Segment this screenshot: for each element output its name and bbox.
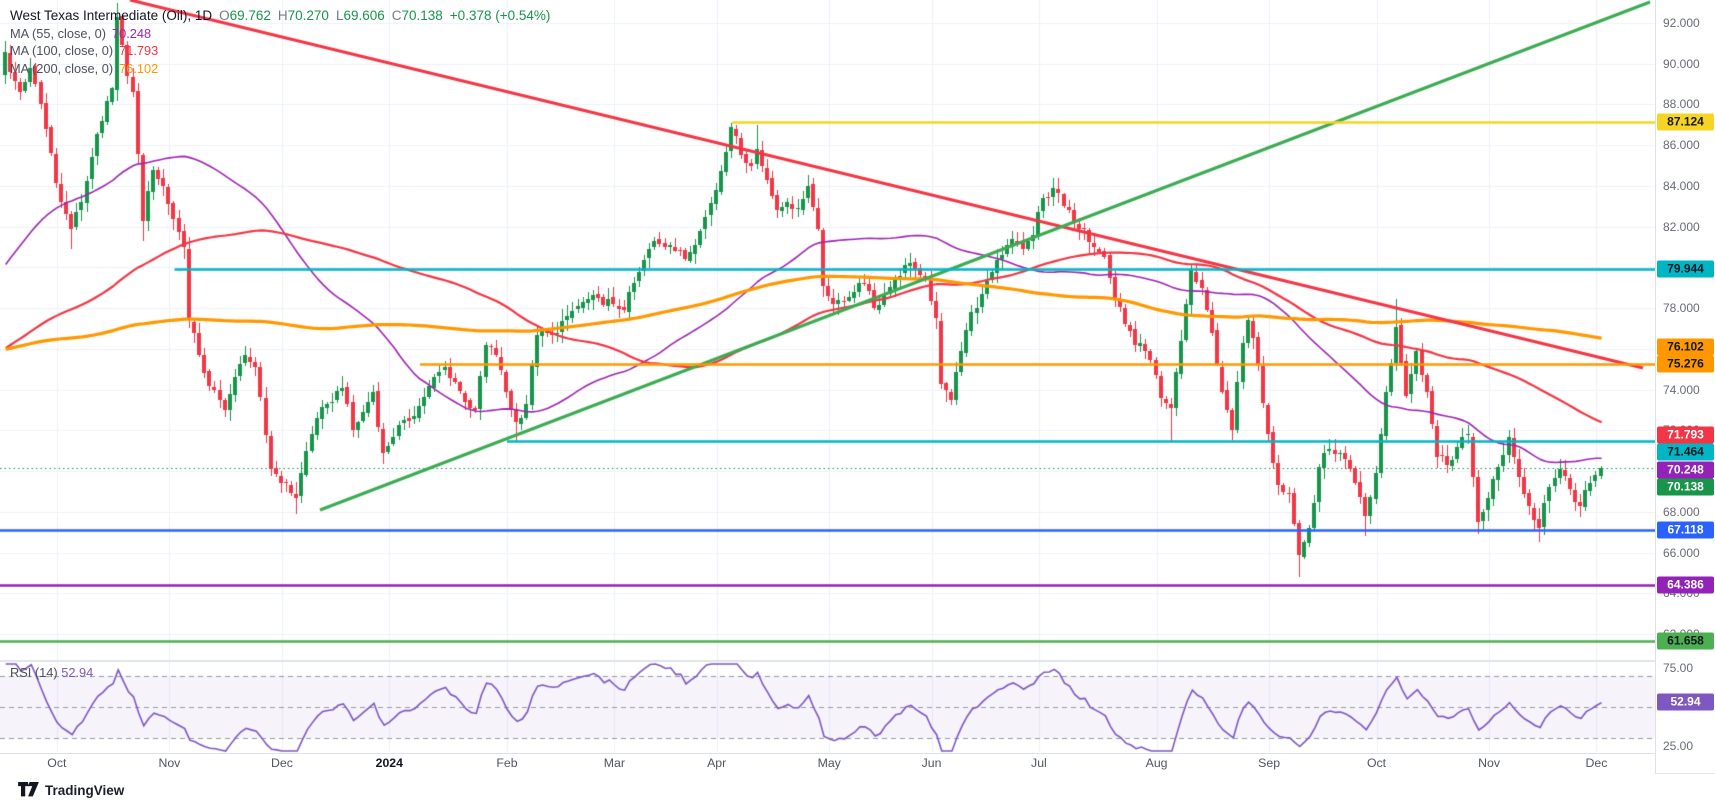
time-axis-label-2024: 2024 bbox=[375, 756, 403, 770]
price-axis-tick: 68.000 bbox=[1663, 504, 1700, 519]
time-axis-label-dec: Dec bbox=[270, 756, 293, 770]
price-axis-tick: 90.000 bbox=[1663, 56, 1700, 71]
price-axis-tick: 82.000 bbox=[1663, 219, 1700, 234]
price-chart-canvas[interactable] bbox=[0, 0, 1655, 753]
price-level-badge: 76.102 bbox=[1657, 338, 1714, 356]
time-axis-label-dec: Dec bbox=[1585, 756, 1608, 770]
price-axis-tick: 66.000 bbox=[1663, 545, 1700, 560]
time-axis-label-jul: Jul bbox=[1031, 756, 1047, 770]
time-axis-label-jun: Jun bbox=[921, 756, 942, 770]
time-axis-label-nov: Nov bbox=[1478, 756, 1500, 770]
tradingview-logo-icon bbox=[18, 782, 39, 798]
price-level-badge: 75.276 bbox=[1657, 355, 1714, 373]
price-axis[interactable]: 92.00090.00088.00086.00084.00082.00080.0… bbox=[1655, 0, 1715, 773]
price-level-badge: 71.464 bbox=[1657, 443, 1714, 461]
time-axis-label-nov: Nov bbox=[158, 756, 181, 770]
rsi-axis-tick: 25.00 bbox=[1663, 739, 1694, 753]
time-axis-label-feb: Feb bbox=[496, 756, 518, 770]
price-level-badge: 79.944 bbox=[1657, 260, 1714, 278]
price-axis-tick: 86.000 bbox=[1663, 138, 1700, 153]
price-axis-tick: 74.000 bbox=[1663, 382, 1700, 397]
price-level-badge: 70.138 bbox=[1657, 478, 1714, 496]
price-axis-tick: 92.000 bbox=[1663, 16, 1700, 30]
time-axis-label-oct: Oct bbox=[47, 756, 67, 770]
tradingview-logo-text: TradingView bbox=[45, 782, 125, 798]
time-axis-label-mar: Mar bbox=[603, 756, 625, 770]
rsi-axis-tick: 75.00 bbox=[1663, 661, 1694, 675]
tradingview-brand-link[interactable]: TradingView bbox=[18, 782, 124, 798]
time-axis-label-sep: Sep bbox=[1258, 756, 1281, 770]
rsi-value-badge: 52.94 bbox=[1657, 693, 1714, 711]
price-axis-tick: 78.000 bbox=[1663, 301, 1700, 316]
time-axis-label-aug: Aug bbox=[1145, 756, 1168, 770]
time-axis[interactable]: Oct Nov Dec 2024 Feb Mar Apr May Jun Jul Aug Sep Oct… bbox=[0, 753, 1655, 774]
price-level-badge: 67.118 bbox=[1657, 521, 1714, 539]
time-axis-label-apr: Apr bbox=[707, 756, 727, 770]
price-level-badge: 71.793 bbox=[1657, 426, 1714, 444]
price-level-badge: 61.658 bbox=[1657, 632, 1714, 650]
time-axis-label-may: May bbox=[817, 756, 841, 770]
price-axis-tick: 88.000 bbox=[1663, 97, 1700, 112]
time-axis-label-oct: Oct bbox=[1366, 756, 1387, 770]
chart-footer: TradingView bbox=[0, 773, 1715, 808]
price-level-badge: 87.124 bbox=[1657, 113, 1714, 131]
price-level-badge: 70.248 bbox=[1657, 461, 1714, 479]
price-level-badge: 64.386 bbox=[1657, 576, 1714, 594]
price-axis-tick: 84.000 bbox=[1663, 178, 1700, 193]
